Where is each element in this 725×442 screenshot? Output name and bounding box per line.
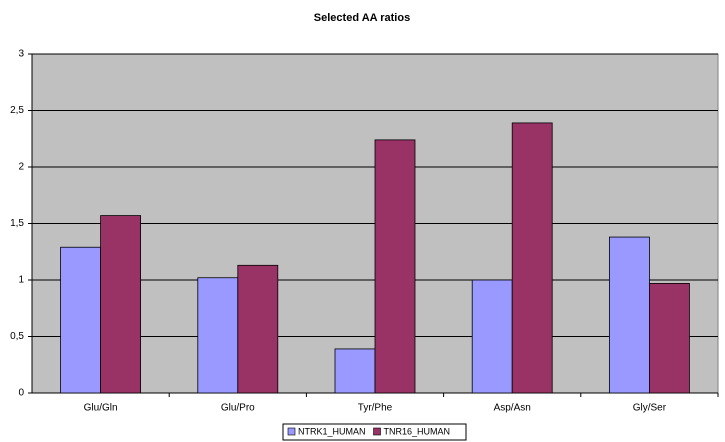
- bar: [609, 236, 650, 394]
- bar: [374, 139, 416, 394]
- bar: [197, 277, 239, 394]
- bar: [511, 122, 553, 394]
- y-tick-label: 2: [18, 162, 24, 173]
- bar: [237, 264, 279, 394]
- y-tick-label: 0,5: [10, 331, 24, 342]
- y-tick-label: 0: [18, 388, 24, 399]
- bar: [649, 282, 690, 394]
- legend-label: NTRK1_HUMAN: [298, 426, 366, 436]
- y-tick-label: 3: [18, 49, 24, 60]
- legend-swatch: [287, 427, 296, 436]
- bar: [60, 246, 101, 394]
- x-tick-label: Asp/Asn: [494, 403, 531, 414]
- legend-label: TNR16_HUMAN: [384, 426, 451, 436]
- y-tick-label: 1: [18, 275, 24, 286]
- legend-swatch: [373, 427, 381, 436]
- x-tick-label: Tyr/Phe: [358, 403, 393, 414]
- x-tick-label: Gly/Ser: [633, 403, 667, 414]
- bar: [334, 348, 376, 394]
- bar: [471, 279, 513, 394]
- x-tick-label: Glu/Gln: [84, 403, 118, 414]
- y-tick-label: 2,5: [10, 105, 24, 116]
- y-tick-label: 1,5: [10, 218, 24, 229]
- chart-title: Selected AA ratios: [314, 12, 410, 24]
- x-tick-label: Glu/Pro: [221, 403, 255, 414]
- bar: [100, 215, 141, 394]
